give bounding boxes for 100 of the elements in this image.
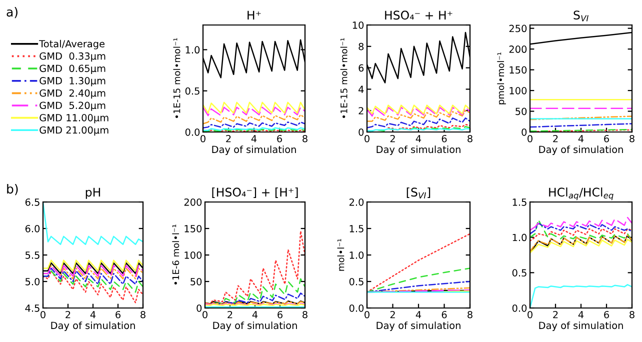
text: b) [7, 184, 18, 196]
x-axis-title: Day of simulation [376, 322, 460, 331]
y-tick-label: 4 [358, 86, 364, 93]
x-tick-label: 6 [442, 134, 447, 142]
line-series [367, 106, 470, 117]
legend-label: GMD 0.65μm [40, 64, 106, 74]
x-tick-label: 6 [442, 310, 447, 318]
y-tick-label: 0.5 [512, 269, 526, 276]
legend-label: GMD 2.40μm [40, 89, 106, 99]
line-series [367, 280, 470, 293]
y-axis-title: •1E-15 mol•mol⁻¹ [340, 38, 348, 118]
y-tick-label: 0 [358, 128, 364, 136]
line-series [530, 219, 632, 242]
y-tick-label: 5.0 [26, 278, 40, 286]
line-series [367, 268, 470, 293]
line-series [530, 238, 632, 254]
x-axis-title: Day of simulation [51, 322, 135, 331]
y-tick-label: 0.0 [185, 128, 200, 136]
y-tick-label: 2.0 [349, 198, 364, 206]
y-tick-label: 6.0 [25, 224, 40, 232]
legend-label: GMD 1.30μm [40, 77, 106, 86]
y-tick-label: 50 [190, 278, 202, 286]
line-series [43, 270, 143, 304]
x-tick-label: 0 [364, 310, 370, 318]
line-series [367, 110, 470, 122]
x-tick-label: 6 [604, 310, 609, 318]
y-axis-title: •1E-15 mol•mol⁻¹ [173, 38, 180, 118]
x-tick-label: 2 [226, 134, 231, 142]
legend-label: GMD 0.33μm [40, 52, 106, 62]
x-tick-label: 4 [251, 135, 257, 142]
x-tick-label: 6 [277, 134, 282, 142]
x-tick-label: 4 [416, 311, 422, 318]
chart-title: pH [86, 188, 100, 199]
chart-title: HCl$_{aq}$/HCl$_{eq}$ [549, 187, 614, 200]
line-series [203, 106, 305, 116]
y-tick-label: 0 [522, 128, 527, 136]
line-series [43, 268, 143, 285]
legend-label: GMD 5.20μm [40, 102, 106, 111]
y-tick-label: 0.0 [349, 304, 364, 312]
y-tick-label: 50 [516, 108, 527, 116]
y-tick-label: 150 [184, 224, 202, 232]
line-series [530, 222, 632, 234]
line-series [367, 104, 470, 114]
text: a) [6, 6, 18, 18]
y-tick-label: 200 [509, 46, 527, 53]
line-series [367, 233, 470, 293]
legend-label: GMD 21.00μm [40, 126, 108, 136]
legend-label: GMD 11.00μm [40, 114, 108, 124]
x-tick-label: 4 [578, 135, 584, 142]
y-tick-label: 100 [510, 87, 527, 94]
x-axis-title: Day of simulation [539, 322, 623, 331]
x-axis-title: Day of simulation [213, 322, 297, 331]
y-tick-label: 4.5 [25, 304, 40, 312]
y-tick-label: 2 [358, 107, 364, 114]
line-series [530, 228, 632, 242]
x-tick-label: 8 [630, 134, 634, 142]
y-tick-label: 150 [510, 66, 527, 74]
y-axis-title: mol•l⁻¹ [337, 238, 344, 271]
x-tick-label: 0 [202, 310, 208, 318]
chart-title: [HSO₄⁻] + [H⁺] [212, 187, 298, 198]
x-tick-label: 6 [604, 134, 609, 142]
x-tick-label: 8 [468, 134, 472, 142]
y-tick-label: 1.0 [350, 251, 364, 259]
y-tick-label: 1.5 [350, 225, 364, 232]
x-tick-label: 2 [228, 310, 232, 318]
chart-title: H⁺ [248, 10, 261, 20]
x-tick-label: 0 [40, 310, 46, 318]
x-axis-title: Day of simulation [376, 146, 460, 155]
y-tick-label: 0.0 [512, 304, 527, 312]
y-tick-label: 100 [184, 251, 202, 259]
x-tick-label: 0 [528, 134, 532, 142]
y-tick-label: 5.5 [26, 252, 40, 259]
y-tick-label: 1.5 [512, 198, 526, 206]
x-axis-title: Day of simulation [212, 146, 296, 155]
line-series [205, 230, 305, 304]
line-series [203, 114, 305, 124]
chart-title: S$_{VI}$ [574, 10, 588, 22]
line-series [43, 260, 143, 272]
line-series [530, 216, 632, 231]
y-tick-label: 200 [184, 198, 202, 206]
y-tick-label: 6 [358, 64, 364, 72]
chart-title: [S$_{VI}$] [406, 187, 430, 198]
x-axis-title: Day of simulation [539, 146, 623, 155]
legend-label: Total/Average [39, 40, 104, 50]
x-tick-label: 4 [90, 311, 96, 318]
y-tick-label: 0.5 [185, 87, 200, 95]
x-tick-label: 8 [302, 310, 308, 318]
y-tick-label: 250 [509, 24, 527, 32]
y-tick-label: 0 [196, 304, 202, 312]
x-tick-label: 0 [364, 134, 370, 142]
x-tick-label: 8 [140, 310, 146, 318]
x-tick-label: 8 [302, 134, 308, 142]
x-tick-label: 2 [390, 134, 395, 142]
x-tick-label: 2 [390, 310, 395, 318]
x-tick-label: 6 [278, 310, 282, 318]
x-tick-label: 2 [553, 134, 558, 142]
x-tick-label: 8 [468, 310, 472, 318]
x-tick-label: 0 [528, 310, 532, 318]
y-tick-label: 0.5 [349, 278, 364, 286]
y-axis-title: •1E-6 mol•l⁻¹ [172, 224, 180, 284]
